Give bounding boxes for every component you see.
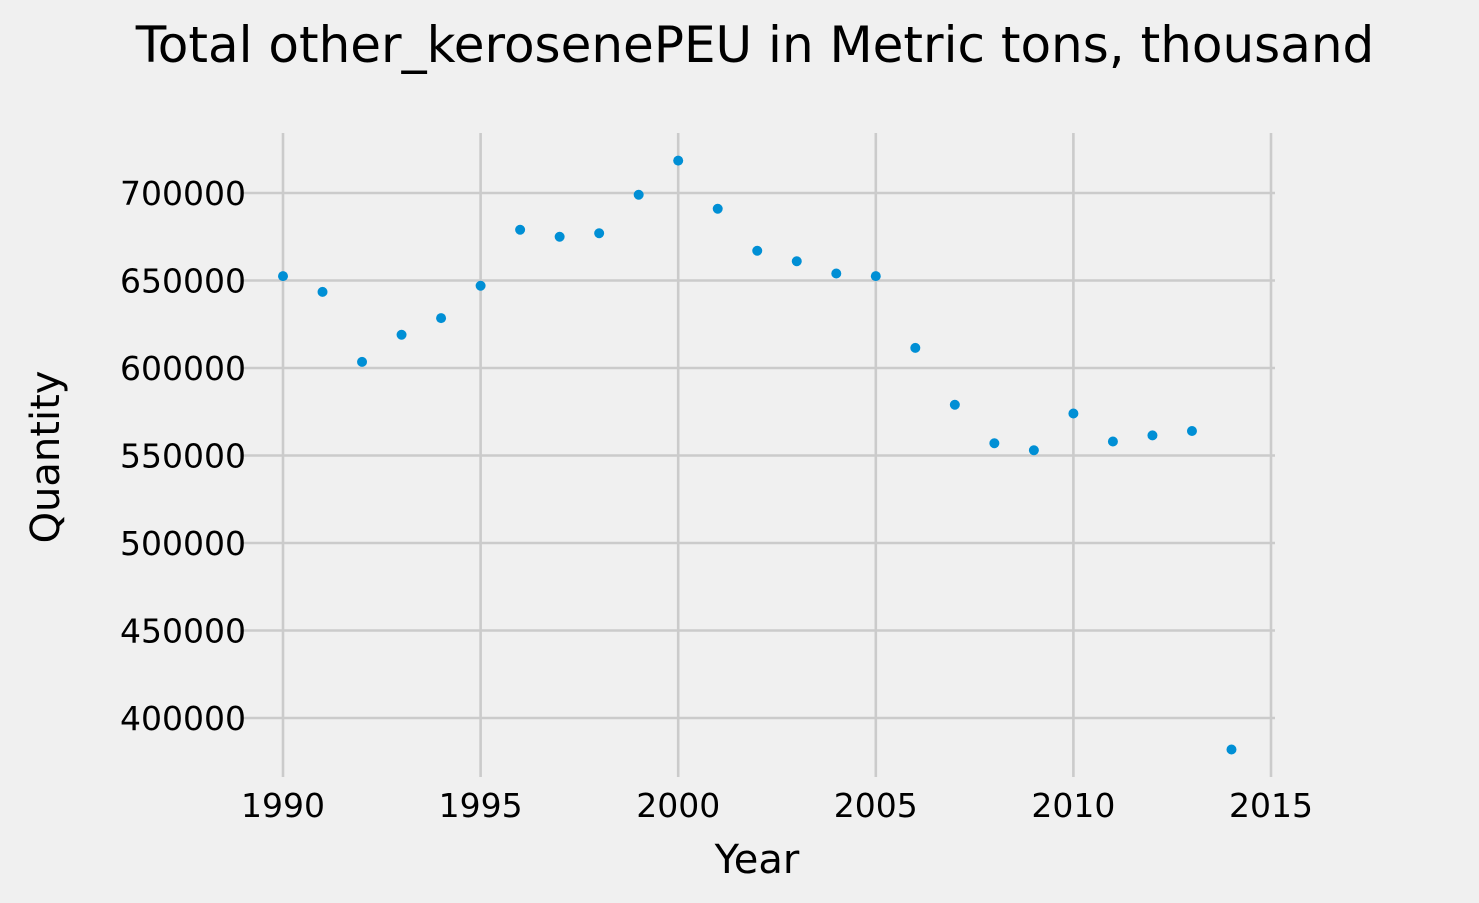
data-point — [1186, 426, 1197, 436]
x-tick-label: 2005 — [834, 786, 918, 825]
y-tick-label: 500000 — [120, 524, 246, 563]
x-tick-label: 1995 — [439, 786, 523, 825]
x-tick-label: 2010 — [1031, 786, 1115, 825]
data-point — [633, 189, 644, 200]
data-point — [1147, 430, 1158, 441]
data-point — [989, 438, 1000, 449]
data-point — [949, 399, 960, 410]
data-point — [475, 280, 486, 291]
data-points — [278, 155, 1237, 755]
data-point — [515, 224, 526, 235]
data-point — [712, 203, 723, 214]
data-point — [396, 329, 407, 340]
x-tick-label: 1990 — [241, 786, 325, 825]
x-axis-tick-labels: 1990 1995 2000 2005 2010 2015 — [241, 786, 1313, 825]
data-point — [673, 155, 684, 166]
data-point — [278, 271, 288, 282]
data-point — [554, 231, 565, 242]
data-point — [436, 313, 447, 324]
data-point — [910, 342, 921, 353]
data-point — [791, 256, 802, 267]
data-point — [1028, 445, 1039, 456]
x-tick-label: 2015 — [1229, 786, 1313, 825]
y-tick-label: 550000 — [120, 437, 246, 476]
chart-title: Total other_kerosenePEU in Metric tons, … — [135, 16, 1375, 74]
data-point — [1226, 744, 1237, 755]
y-tick-label: 450000 — [120, 612, 246, 651]
x-tick-label: 2000 — [636, 786, 720, 825]
data-point — [317, 286, 328, 297]
x-axis-label: Year — [714, 837, 800, 883]
data-point — [594, 228, 605, 239]
y-tick-label: 700000 — [120, 174, 246, 213]
data-point — [752, 245, 763, 256]
y-tick-label: 600000 — [120, 349, 246, 388]
y-tick-label: 650000 — [120, 262, 246, 301]
y-axis-label: Quantity — [23, 371, 69, 544]
y-tick-label: 400000 — [120, 699, 246, 738]
data-point — [870, 271, 881, 282]
data-point — [831, 268, 842, 279]
data-point — [1068, 408, 1079, 419]
y-axis-tick-labels: 400000 450000 500000 550000 600000 650000 7000… — [120, 174, 246, 738]
grid-lines — [240, 133, 1275, 777]
data-point — [357, 356, 368, 367]
data-point — [1107, 436, 1118, 447]
